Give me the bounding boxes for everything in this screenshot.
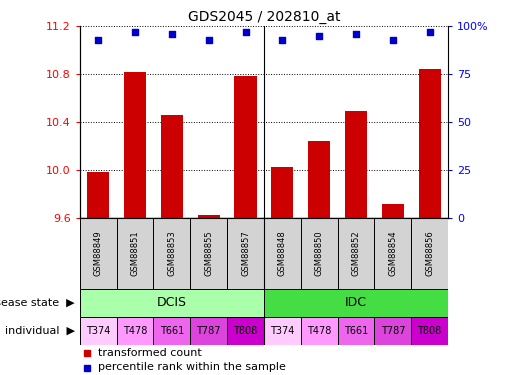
Bar — [124, 72, 146, 217]
Text: T478: T478 — [123, 326, 147, 336]
Text: T661: T661 — [344, 326, 368, 336]
Point — [315, 33, 323, 39]
Point — [278, 37, 286, 43]
Bar — [234, 76, 256, 218]
Bar — [345, 111, 367, 218]
Bar — [338, 317, 374, 345]
Text: individual  ▶: individual ▶ — [5, 326, 75, 336]
Bar — [87, 172, 109, 217]
Text: GSM88855: GSM88855 — [204, 230, 213, 276]
Bar — [116, 317, 153, 345]
Text: GSM88849: GSM88849 — [94, 230, 102, 276]
Bar — [338, 217, 374, 289]
Bar — [80, 289, 264, 317]
Bar — [374, 217, 411, 289]
Bar — [116, 217, 153, 289]
Text: GSM88848: GSM88848 — [278, 230, 287, 276]
Bar — [411, 217, 448, 289]
Point — [131, 29, 139, 35]
Text: GSM88851: GSM88851 — [131, 230, 140, 276]
Bar — [419, 69, 441, 218]
Text: disease state  ▶: disease state ▶ — [0, 298, 75, 308]
Text: transformed count: transformed count — [98, 348, 202, 357]
Text: T661: T661 — [160, 326, 184, 336]
Text: GSM88857: GSM88857 — [241, 230, 250, 276]
Bar — [191, 217, 227, 289]
Text: percentile rank within the sample: percentile rank within the sample — [98, 363, 286, 372]
Bar — [153, 317, 191, 345]
Text: GSM88852: GSM88852 — [352, 230, 360, 276]
Text: T374: T374 — [86, 326, 110, 336]
Text: IDC: IDC — [345, 296, 367, 309]
Point — [242, 29, 250, 35]
Point — [94, 37, 102, 43]
Bar — [264, 317, 301, 345]
Title: GDS2045 / 202810_at: GDS2045 / 202810_at — [187, 10, 340, 24]
Point — [204, 37, 213, 43]
Bar — [374, 317, 411, 345]
Bar — [271, 167, 294, 217]
Text: T787: T787 — [196, 326, 221, 336]
Text: GSM88850: GSM88850 — [315, 230, 323, 276]
Bar — [382, 204, 404, 218]
Point — [425, 29, 434, 35]
Text: T787: T787 — [381, 326, 405, 336]
Bar — [264, 289, 448, 317]
Point — [352, 31, 360, 37]
Text: GSM88854: GSM88854 — [388, 230, 397, 276]
Bar — [301, 217, 338, 289]
Bar — [264, 217, 301, 289]
Bar — [227, 217, 264, 289]
Text: DCIS: DCIS — [157, 296, 187, 309]
Bar — [191, 317, 227, 345]
Bar — [308, 141, 330, 218]
Bar — [301, 317, 338, 345]
Bar — [227, 317, 264, 345]
Text: GSM88856: GSM88856 — [425, 230, 434, 276]
Bar — [80, 317, 117, 345]
Text: T808: T808 — [418, 326, 442, 336]
Point — [168, 31, 176, 37]
Point — [389, 37, 397, 43]
Text: T808: T808 — [233, 326, 258, 336]
Bar — [198, 215, 220, 217]
Text: T374: T374 — [270, 326, 295, 336]
Text: GSM88853: GSM88853 — [167, 230, 176, 276]
Bar — [161, 115, 183, 218]
Bar — [411, 317, 448, 345]
Bar — [80, 217, 117, 289]
Text: T478: T478 — [307, 326, 331, 336]
Bar — [153, 217, 191, 289]
